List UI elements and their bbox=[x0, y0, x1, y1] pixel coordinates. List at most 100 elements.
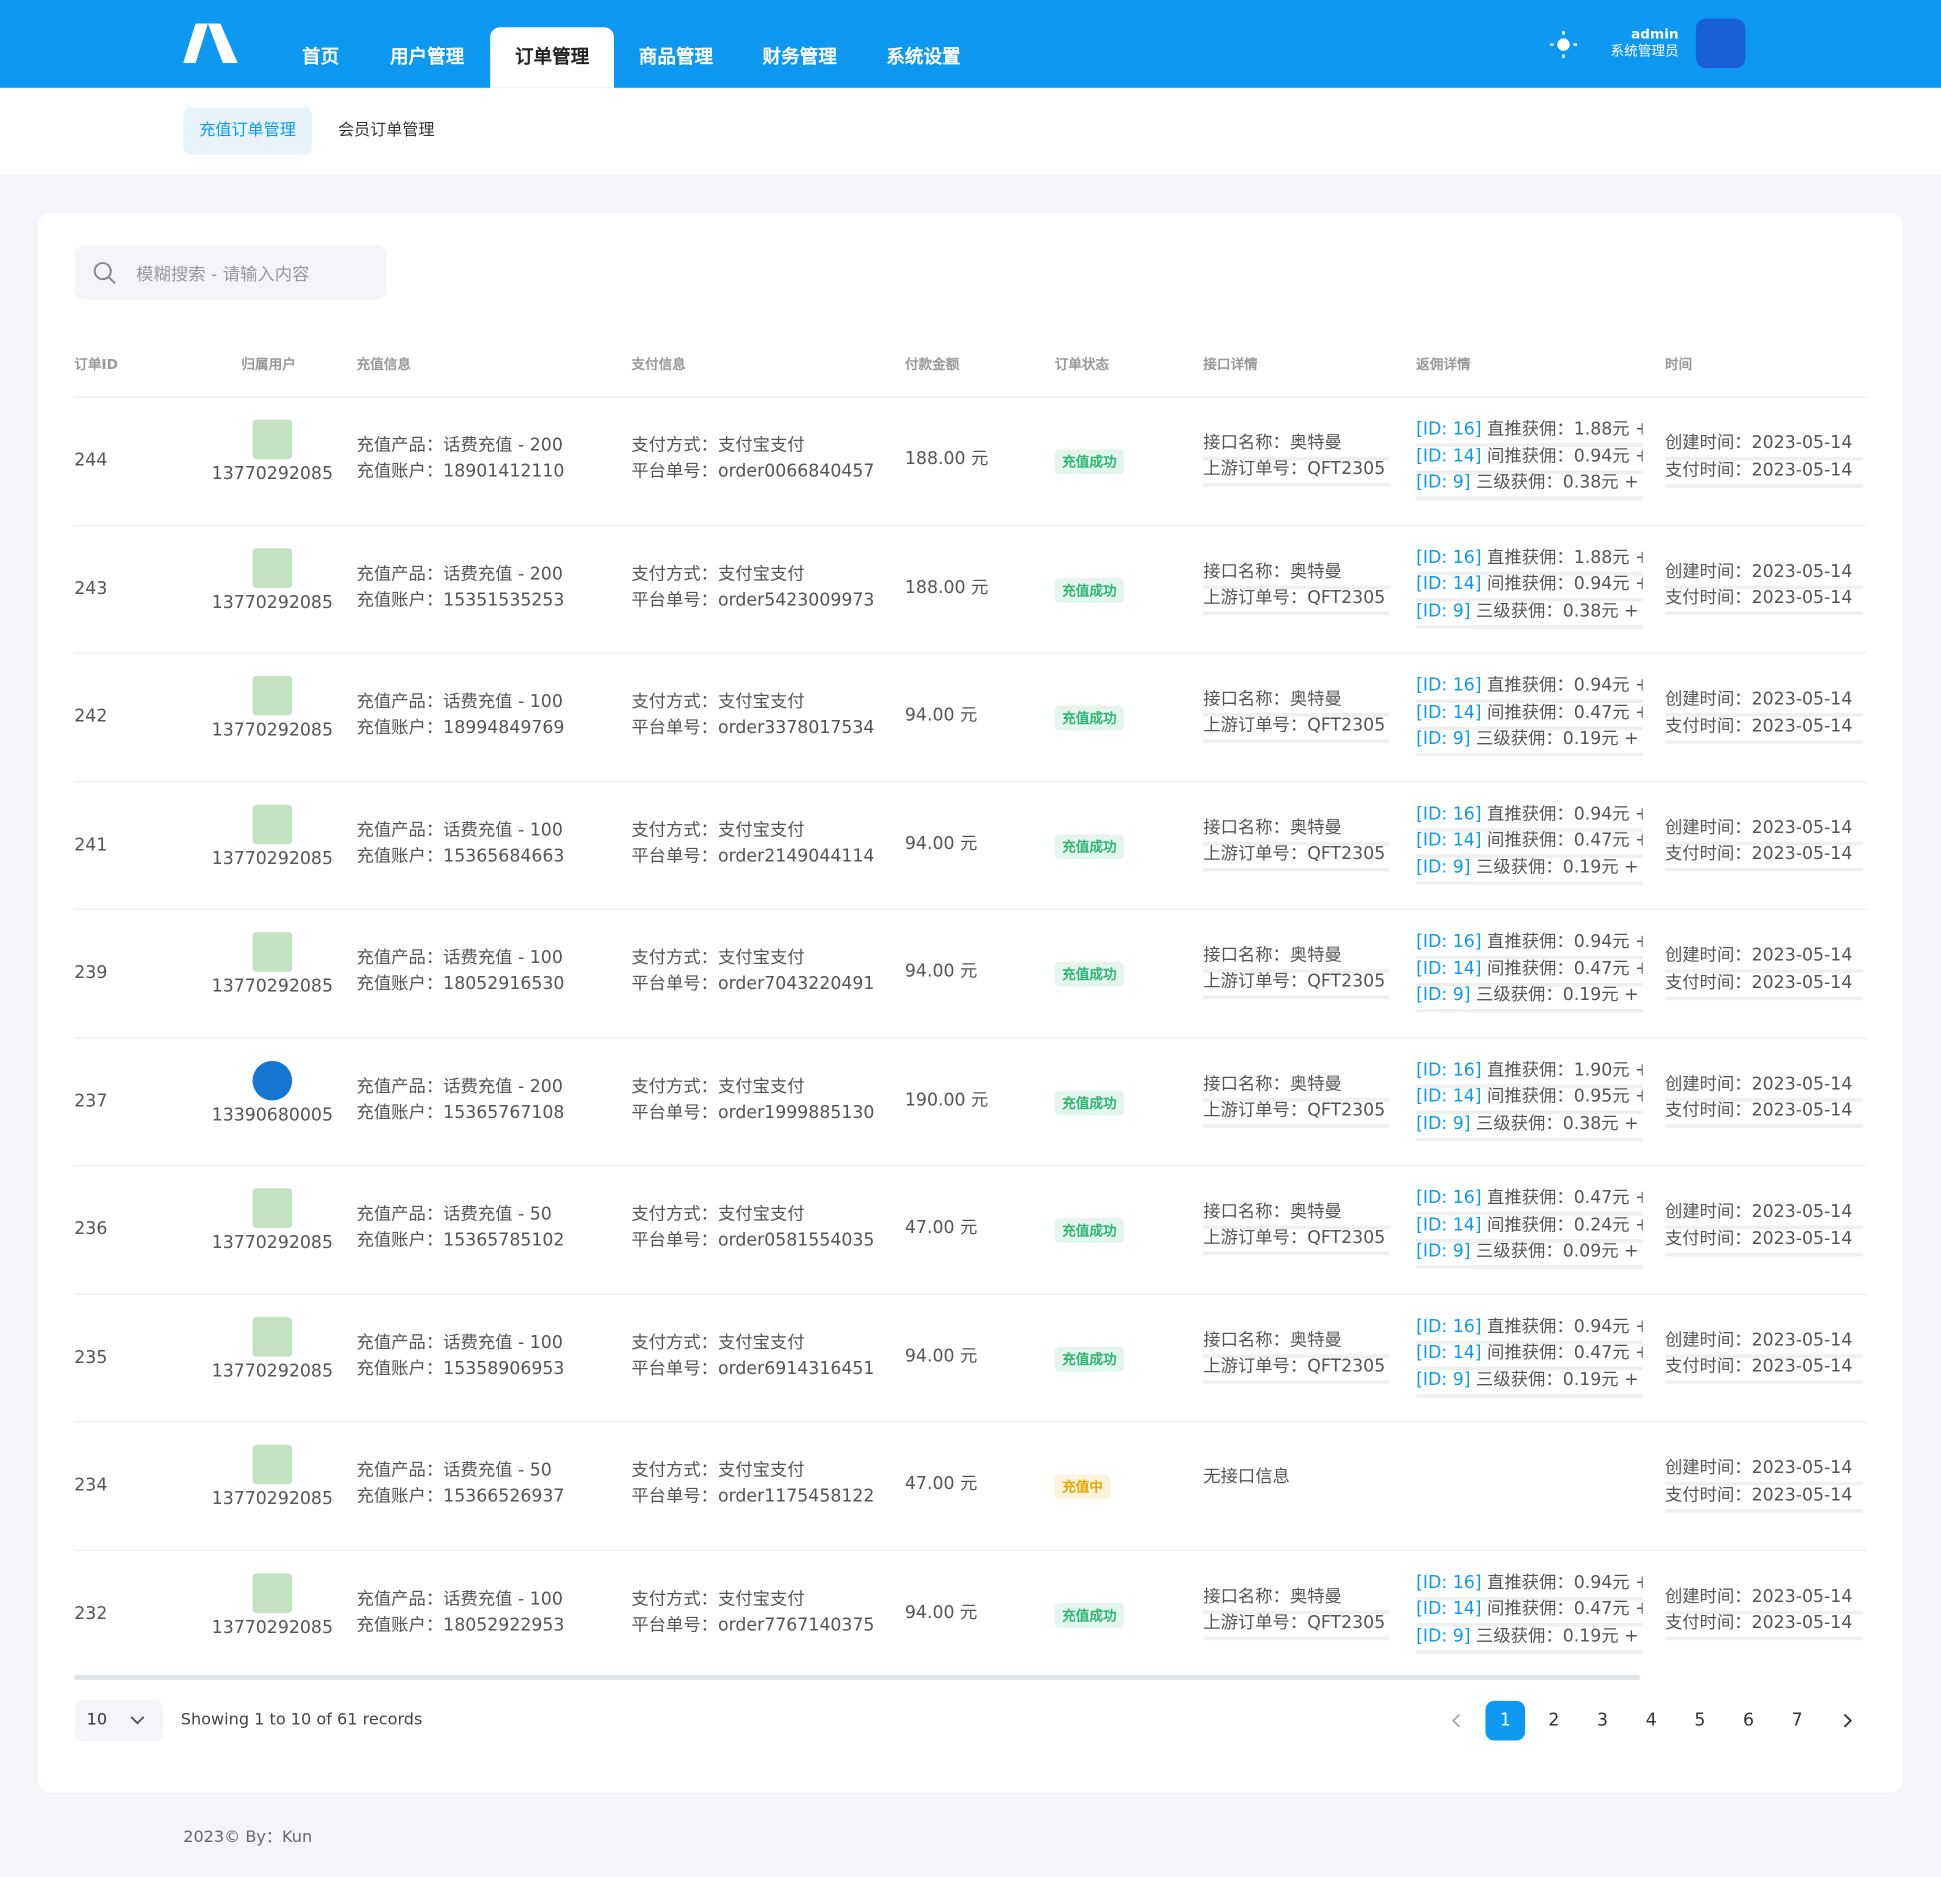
account: 充值账户：15366526937 bbox=[356, 1486, 565, 1507]
time: 创建时间：2023-05-14 bbox=[1664, 431, 1864, 461]
amount: 188.00 元 bbox=[904, 577, 989, 598]
amount: 94.00 元 bbox=[904, 961, 978, 982]
amount: 94.00 元 bbox=[904, 705, 978, 726]
page-button[interactable]: 1 bbox=[1485, 1700, 1526, 1741]
column-header: 订单状态 bbox=[1054, 356, 1110, 373]
search-icon bbox=[93, 262, 116, 285]
time: 创建时间：2023-05-14 bbox=[1664, 1071, 1864, 1102]
search-box[interactable]: 模糊搜索 - 请输入内容 bbox=[74, 245, 387, 300]
rebate: [ID: 16] 直推获佣：1.88元 + bbox=[1416, 417, 1643, 447]
order-no: 平台单号：order0581554035 bbox=[631, 1230, 875, 1251]
rebate: [ID: 14] 间推获佣：0.94元 + bbox=[1416, 444, 1643, 474]
page-summary: Showing 1 to 10 of 61 records bbox=[180, 1710, 423, 1730]
table-row: 232 13770292085 充值产品：话费充值 - 100 充值账户：180529… bbox=[74, 1549, 1867, 1678]
rebate: [ID: 14] 间推获佣：0.47元 + bbox=[1416, 956, 1643, 986]
user-avatar bbox=[252, 1060, 293, 1100]
prev-page[interactable] bbox=[1448, 1712, 1465, 1729]
user-phone: 13770292085 bbox=[211, 592, 333, 613]
rebate: [ID: 16] 直推获佣：0.94元 + bbox=[1416, 930, 1643, 960]
order-no: 平台单号：order7767140375 bbox=[631, 1614, 875, 1635]
api-info: 接口名称：奥特曼 bbox=[1203, 1071, 1389, 1102]
sub-tab[interactable]: 充值订单管理 bbox=[183, 107, 312, 155]
nav-item[interactable]: 订单管理 bbox=[490, 27, 615, 88]
scrollbar[interactable] bbox=[74, 1674, 1641, 1680]
table-row: 239 13770292085 充值产品：话费充值 - 100 充值账户：180529… bbox=[74, 908, 1867, 1038]
order-id: 243 bbox=[74, 578, 108, 599]
order-id: 237 bbox=[74, 1091, 108, 1112]
page-button[interactable]: 6 bbox=[1743, 1710, 1755, 1731]
amount: 94.00 元 bbox=[904, 1602, 978, 1623]
product: 充值产品：话费充值 - 200 bbox=[356, 1076, 563, 1097]
status-badge: 充值成功 bbox=[1054, 1218, 1125, 1243]
time: 支付时间：2023-05-14 bbox=[1664, 1482, 1864, 1513]
product: 充值产品：话费充值 - 200 bbox=[356, 435, 563, 456]
rebate: [ID: 14] 间推获佣：0.47元 + bbox=[1416, 700, 1643, 730]
user-avatar bbox=[252, 804, 293, 844]
time: 创建时间：2023-05-14 bbox=[1664, 1328, 1864, 1358]
column-header: 归属用户 bbox=[241, 356, 296, 373]
time: 创建时间：2023-05-14 bbox=[1664, 815, 1864, 845]
amount: 47.00 元 bbox=[904, 1474, 978, 1495]
pay-method: 支付方式：支付宝支付 bbox=[631, 1204, 805, 1225]
api-info: 接口名称：奥特曼 bbox=[1203, 815, 1389, 845]
user-avatar bbox=[252, 1444, 293, 1485]
sub-tab[interactable]: 会员订单管理 bbox=[337, 121, 435, 140]
rebate: [ID: 16] 直推获佣：1.90元 + bbox=[1416, 1058, 1643, 1088]
pay-method: 支付方式：支付宝支付 bbox=[631, 691, 805, 712]
time: 创建时间：2023-05-14 bbox=[1664, 943, 1864, 973]
account: 充值账户：18901412110 bbox=[356, 461, 565, 482]
api-info: 上游订单号：QFT2305 bbox=[1203, 457, 1389, 487]
api-info: 上游订单号：QFT2305 bbox=[1203, 1097, 1389, 1128]
time: 支付时间：2023-05-14 bbox=[1664, 457, 1864, 488]
page-button[interactable]: 7 bbox=[1791, 1710, 1803, 1731]
page-size-select[interactable]: 10 bbox=[74, 1699, 164, 1742]
account: 充值账户：15365767108 bbox=[356, 1102, 565, 1123]
status-badge: 充值成功 bbox=[1054, 1346, 1125, 1371]
rebate: [ID: 9] 三级获佣：0.38元 + bbox=[1416, 599, 1643, 629]
product: 充值产品：话费充值 - 100 bbox=[356, 820, 563, 840]
column-header: 付款金额 bbox=[904, 356, 960, 373]
subnav: 充值订单管理 会员订单管理 bbox=[0, 87, 1941, 175]
column-header: 接口详情 bbox=[1203, 356, 1258, 373]
order-no: 平台单号：order6914316451 bbox=[631, 1358, 875, 1379]
api-info: 上游订单号：QFT2305 bbox=[1203, 969, 1389, 999]
amount: 94.00 元 bbox=[904, 1346, 978, 1367]
table-row: 244 13770292085 充值产品：话费充值 - 200 充值账户：189014… bbox=[74, 396, 1867, 525]
page-button[interactable]: 4 bbox=[1645, 1710, 1657, 1731]
rebate: [ID: 16] 直推获佣：1.88元 + bbox=[1416, 545, 1643, 576]
product: 充值产品：话费充值 - 50 bbox=[356, 1460, 552, 1481]
order-no: 平台单号：order2149044114 bbox=[631, 846, 875, 866]
amount: 188.00 元 bbox=[904, 449, 989, 470]
status-badge: 充值成功 bbox=[1054, 833, 1125, 859]
nav-item[interactable]: 用户管理 bbox=[389, 45, 465, 69]
page-button[interactable]: 3 bbox=[1597, 1710, 1609, 1731]
column-header[interactable]: 订单ID bbox=[74, 356, 118, 373]
rebate: [ID: 9] 三级获佣：0.19元 + bbox=[1416, 983, 1643, 1013]
api-info: 无接口信息 bbox=[1203, 1466, 1290, 1487]
order-no: 平台单号：order3378017534 bbox=[631, 717, 875, 738]
page-button[interactable]: 2 bbox=[1548, 1710, 1560, 1731]
pay-method: 支付方式：支付宝支付 bbox=[631, 820, 805, 840]
nav-item[interactable]: 财务管理 bbox=[762, 45, 837, 69]
nav-item[interactable]: 首页 bbox=[302, 45, 340, 69]
nav-item[interactable]: 商品管理 bbox=[638, 45, 714, 69]
avatar[interactable] bbox=[1695, 18, 1746, 69]
next-page[interactable] bbox=[1838, 1712, 1855, 1729]
api-info: 接口名称：奥特曼 bbox=[1203, 943, 1389, 973]
table-card: 模糊搜索 - 请输入内容 bbox=[38, 212, 1903, 1793]
pay-method: 支付方式：支付宝支付 bbox=[631, 563, 805, 584]
table-row: 234 13770292085 充值产品：话费充值 - 50 充值账户：1536652… bbox=[74, 1421, 1867, 1550]
rebate: [ID: 14] 间推获佣：0.24元 + bbox=[1416, 1213, 1643, 1243]
theme-toggle[interactable] bbox=[1549, 30, 1578, 59]
time: 支付时间：2023-05-14 bbox=[1664, 1226, 1864, 1256]
time: 创建时间：2023-05-14 bbox=[1664, 1584, 1864, 1614]
nav-item[interactable]: 系统设置 bbox=[886, 45, 961, 69]
api-info: 接口名称：奥特曼 bbox=[1203, 687, 1389, 717]
status-badge: 充值成功 bbox=[1054, 449, 1125, 475]
page-button[interactable]: 5 bbox=[1694, 1710, 1706, 1731]
order-no: 平台单号：order1175458122 bbox=[631, 1486, 875, 1507]
api-info: 接口名称：奥特曼 bbox=[1203, 1200, 1389, 1230]
order-id: 232 bbox=[74, 1603, 108, 1624]
pay-method: 支付方式：支付宝支付 bbox=[631, 1588, 805, 1609]
